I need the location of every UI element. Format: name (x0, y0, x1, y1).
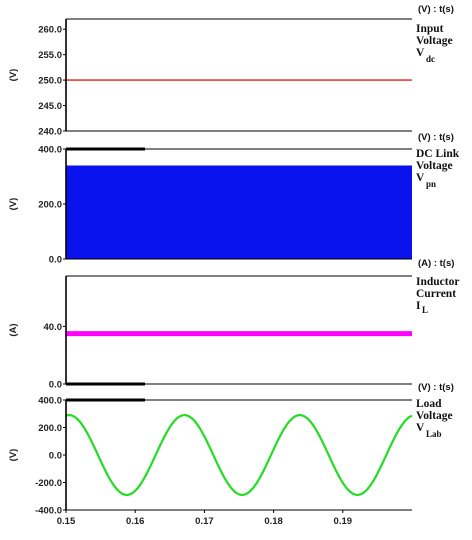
unit-label: (A) : t(s) (418, 258, 454, 269)
side-label-subscript: L (422, 305, 428, 315)
y-tick-label: 200.0 (38, 200, 62, 211)
side-label-symbol: I (416, 300, 421, 312)
side-label-subscript: Lab (426, 429, 442, 439)
unit-label: (V) : t(s) (418, 4, 454, 15)
y-tick-label: -200.0 (35, 478, 62, 489)
side-label-line: V (416, 47, 425, 59)
side-label-line: Voltage (416, 35, 453, 47)
x-tick-label: 0.18 (264, 516, 283, 527)
x-tick-label: 0.15 (57, 516, 76, 527)
y-tick-label: 260.0 (38, 25, 62, 36)
side-label-line: V (416, 172, 425, 184)
y-tick-label: 0.0 (49, 255, 62, 266)
unit-label: (V) : t(s) (418, 132, 454, 143)
y-tick-label: 400.0 (38, 396, 62, 407)
series-area (66, 165, 412, 259)
side-label-line: Load (416, 398, 442, 410)
side-label-line: V (416, 422, 425, 434)
y-axis-label: (V) (8, 198, 19, 211)
side-label-line: Voltage (416, 410, 453, 422)
y-tick-label: -400.0 (35, 506, 62, 517)
y-tick-label: 0.0 (49, 380, 62, 391)
series-line (65, 414, 413, 496)
panel-1: 260.0 255.0 250.0 245.0 240.0 (V) (V) : t(s) In… (8, 4, 454, 138)
side-label-line: Input (416, 23, 444, 35)
y-axis-label: (V) (8, 69, 19, 82)
unit-label: (V) : t(s) (418, 382, 454, 393)
y-tick-label: 400.0 (38, 145, 62, 156)
y-tick-label: 255.0 (38, 50, 62, 61)
x-tick-label: 0.17 (195, 516, 214, 527)
panel-2: 400.0 200.0 0.0 (V) (V) : t(s) DC LinkVoltage… (8, 132, 460, 266)
y-tick-label: 250.0 (38, 76, 62, 87)
x-tick-label: 0.16 (126, 516, 145, 527)
side-label-line: DC Link (416, 148, 460, 160)
x-tick-label: 0.19 (334, 516, 353, 527)
y-tick-label: 40.0 (44, 322, 63, 333)
y-axis-label: (A) (8, 323, 19, 336)
y-tick-label: 240.0 (38, 127, 62, 138)
side-label-line: Current (416, 288, 456, 300)
side-label-line: Inductor (416, 276, 459, 288)
y-axis-label: (V) (8, 449, 19, 462)
side-label-subscript: dc (426, 54, 435, 64)
panel-4: 400.0 200.0 0.0 -200.0 -400.0 (V) (V) : t(s) Lo… (8, 382, 454, 527)
y-tick-label: 0.0 (49, 451, 62, 462)
side-label-subscript: pn (426, 179, 436, 189)
y-tick-label: 200.0 (38, 423, 62, 434)
y-tick-label: 245.0 (38, 101, 62, 112)
side-label-line: Voltage (416, 160, 453, 172)
